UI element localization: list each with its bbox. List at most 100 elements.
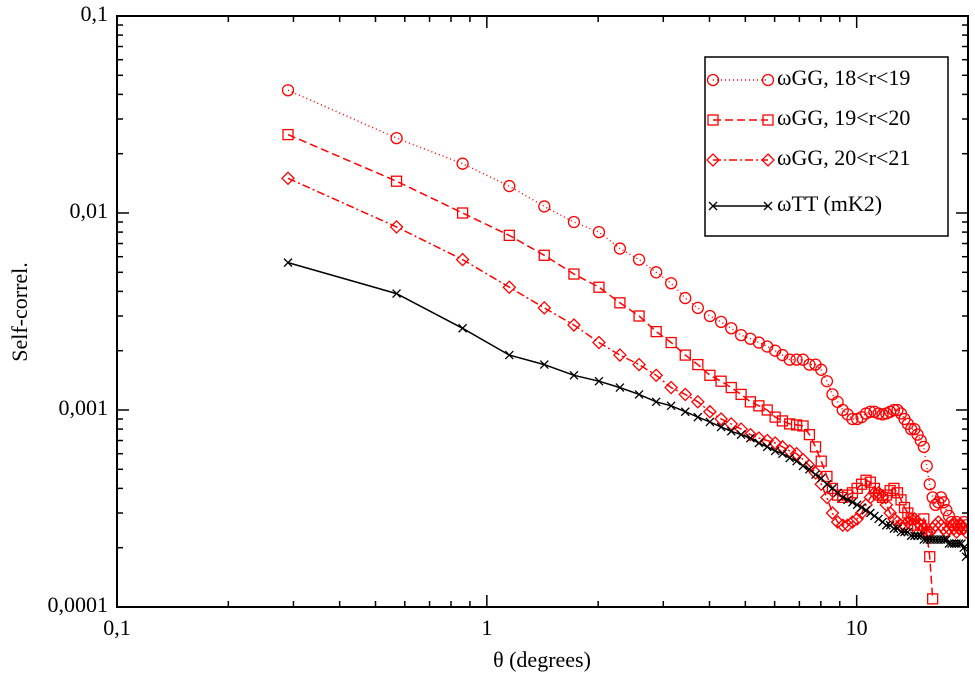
point [702,404,717,419]
point [456,157,469,170]
point [716,422,726,432]
series-line [287,177,967,534]
point [896,527,906,537]
point [666,401,676,411]
legend-label: ωGG, 19<r<20 [777,105,910,130]
point [820,490,834,505]
point [704,369,716,381]
point [850,511,865,526]
point [847,497,857,507]
y-tick-label: 0,001 [59,395,109,420]
point [751,431,766,446]
point [592,335,606,350]
point [942,521,956,536]
point [884,484,896,497]
point [665,336,677,349]
point [706,153,720,167]
point [753,400,765,412]
point [845,515,860,529]
point [825,506,840,520]
point [615,383,625,393]
point [761,340,774,353]
point [745,433,755,443]
point [857,503,867,512]
point [664,277,678,290]
point [918,513,930,525]
legend-label: ωGG, 20<r<21 [777,145,910,170]
point [920,459,933,473]
y-axis-label: Self-correl. [7,262,32,362]
point [634,389,644,399]
point [913,531,923,541]
point [790,419,803,431]
point [725,322,738,335]
point [959,525,968,540]
point [776,415,789,427]
y-tick-label: 0,0001 [48,592,109,617]
point [613,242,627,255]
point [754,438,764,448]
point [783,353,796,366]
x-tick-label: 10 [846,615,868,640]
point [956,539,966,548]
point [961,552,968,562]
point [679,349,691,361]
point [761,404,773,416]
point [887,403,901,417]
point [691,301,704,315]
point [650,325,662,338]
point [869,511,879,521]
point [881,520,891,530]
point [803,428,816,441]
legend-marker [708,201,773,211]
point [928,518,943,533]
point [811,470,820,480]
series-line [287,133,934,599]
point [537,300,552,315]
point [614,297,626,309]
point [567,215,581,229]
point [902,507,914,519]
point [283,258,293,268]
point [867,485,882,500]
point [281,84,295,97]
point [769,411,781,423]
point [889,524,899,534]
point [883,506,898,520]
point [797,420,809,432]
point [693,412,703,422]
point [843,495,853,505]
point [838,492,848,502]
point [692,358,704,371]
point [504,350,514,360]
point [458,323,468,333]
point [592,225,606,239]
point [632,253,646,266]
point [777,449,787,459]
point [539,360,549,370]
point [895,494,907,506]
point [708,201,718,211]
point [593,281,605,293]
point [502,280,517,295]
point [861,505,871,515]
point [864,405,877,418]
x-tick-label: 0,1 [103,615,131,640]
point [503,179,516,193]
point [724,416,739,431]
point [900,527,909,537]
point [568,268,580,280]
point [798,461,808,471]
point [891,403,904,417]
point [707,114,719,126]
point [865,508,875,518]
x-tick-label: 1 [481,615,492,640]
point [455,252,470,267]
point [924,551,936,563]
point [744,396,757,408]
point [761,73,775,87]
point [679,291,692,305]
point [390,131,403,145]
point [389,219,404,234]
